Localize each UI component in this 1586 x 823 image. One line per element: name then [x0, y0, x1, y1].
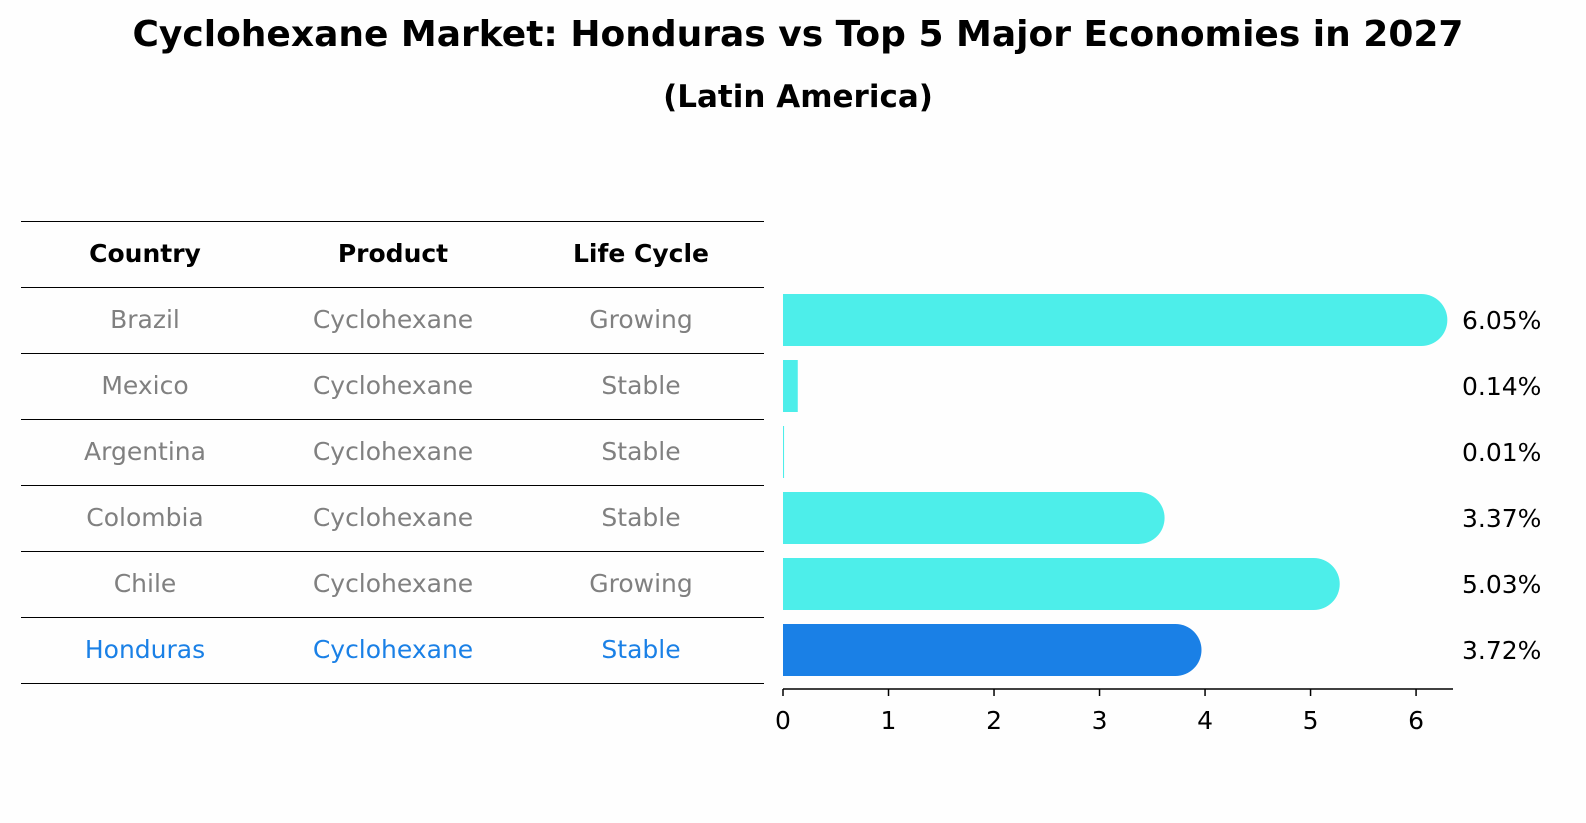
x-tick-label: 1: [881, 706, 897, 735]
table-rule: [21, 220, 764, 222]
cell-product: Cyclohexane: [312, 635, 474, 664]
value-label: 5.03%: [1462, 570, 1541, 599]
value-label: 0.14%: [1462, 372, 1541, 401]
x-tick-label: 6: [1408, 706, 1424, 735]
x-tick-label: 2: [986, 706, 1002, 735]
chart-title: Cyclohexane Market: Honduras vs Top 5 Ma…: [132, 14, 1464, 55]
chart-subtitle: (Latin America): [663, 79, 933, 115]
table-rule: [21, 682, 764, 684]
table-rule: [21, 352, 764, 354]
cell-country: Mexico: [101, 371, 189, 400]
header-country: Country: [89, 239, 201, 268]
cell-product: Cyclohexane: [312, 371, 474, 400]
cell-life-cycle: Stable: [601, 371, 681, 400]
cell-life-cycle: Growing: [589, 305, 693, 334]
cell-country: Argentina: [84, 437, 206, 466]
cell-country: Honduras: [84, 635, 206, 664]
header-product: Product: [337, 239, 449, 268]
table-rule: [21, 418, 764, 420]
cell-country: Brazil: [110, 305, 180, 334]
cell-product: Cyclohexane: [312, 437, 474, 466]
cell-product: Cyclohexane: [312, 503, 474, 532]
bar-argentina: [783, 426, 785, 478]
bar-colombia: [783, 492, 1165, 544]
cell-life-cycle: Growing: [589, 569, 693, 598]
x-tick-label: 5: [1303, 706, 1319, 735]
table-rule: [21, 616, 764, 618]
cell-country: Colombia: [86, 503, 204, 532]
value-label: 0.01%: [1462, 438, 1541, 467]
bar-brazil: [783, 294, 1448, 346]
value-label: 6.05%: [1462, 306, 1541, 335]
table-rule: [21, 286, 764, 288]
value-label: 3.72%: [1462, 636, 1541, 665]
table-rule: [21, 484, 764, 486]
cell-country: Chile: [113, 569, 177, 598]
bar-chile: [783, 558, 1340, 610]
x-tick-label: 0: [775, 706, 791, 735]
cell-product: Cyclohexane: [312, 305, 474, 334]
cell-product: Cyclohexane: [312, 569, 474, 598]
cell-life-cycle: Stable: [601, 635, 681, 664]
bar-honduras: [783, 624, 1202, 676]
cell-life-cycle: Stable: [601, 437, 681, 466]
bar-mexico: [783, 360, 798, 412]
table-rule: [21, 550, 764, 552]
cell-life-cycle: Stable: [601, 503, 681, 532]
x-tick-label: 3: [1092, 706, 1108, 735]
value-label: 3.37%: [1462, 504, 1541, 533]
header-life-cycle: Life Cycle: [572, 239, 710, 268]
x-tick-label: 4: [1197, 706, 1213, 735]
